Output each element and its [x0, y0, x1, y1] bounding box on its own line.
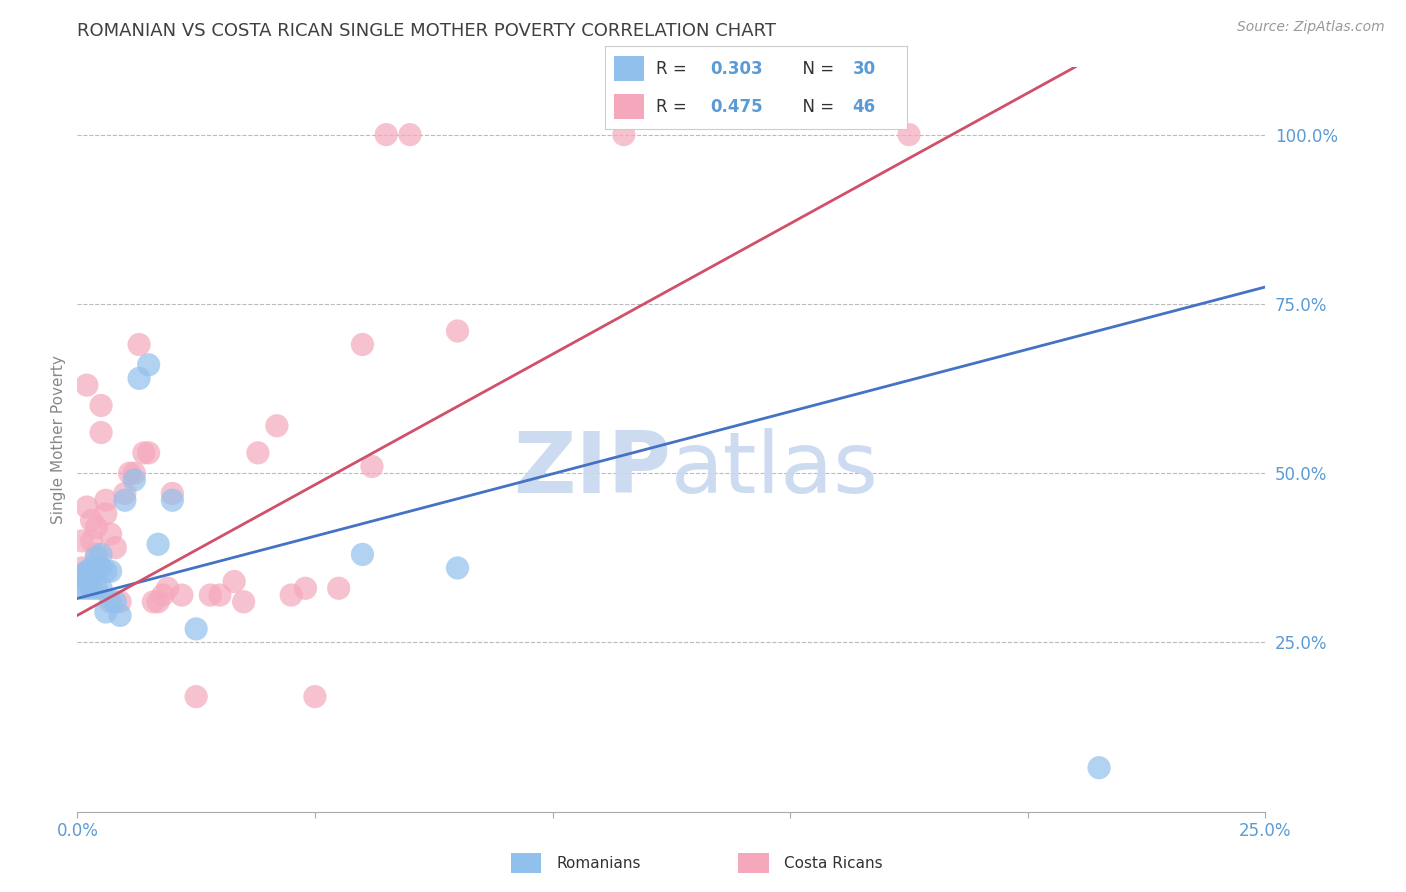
Point — [86, 520, 108, 534]
Point — [70, 567, 93, 582]
Point — [90, 582, 112, 596]
Text: ZIP: ZIP — [513, 427, 672, 510]
Point — [361, 459, 384, 474]
Point — [446, 561, 468, 575]
Text: R =: R = — [657, 98, 692, 116]
Point — [162, 493, 184, 508]
Point — [76, 574, 98, 589]
Point — [280, 588, 302, 602]
Point — [118, 466, 141, 480]
Point — [186, 622, 208, 636]
Text: R =: R = — [657, 60, 692, 78]
Point — [170, 588, 193, 602]
Point — [128, 371, 150, 385]
Point — [100, 565, 122, 579]
Point — [76, 582, 98, 596]
Point — [76, 567, 98, 582]
Point — [76, 565, 98, 579]
Point — [90, 548, 112, 562]
Point — [152, 588, 174, 602]
Point — [613, 128, 636, 142]
Text: Romanians: Romanians — [557, 855, 641, 871]
Point — [80, 582, 103, 596]
Y-axis label: Single Mother Poverty: Single Mother Poverty — [51, 355, 66, 524]
Point — [375, 128, 398, 142]
Point — [224, 574, 246, 589]
Point — [146, 537, 169, 551]
Point — [294, 582, 316, 596]
Point — [70, 582, 93, 596]
Bar — [510, 853, 541, 873]
Point — [208, 588, 231, 602]
Text: 0.475: 0.475 — [710, 98, 763, 116]
Point — [898, 128, 921, 142]
Point — [162, 486, 184, 500]
Point — [76, 378, 98, 392]
Point — [86, 548, 108, 562]
Bar — [613, 95, 644, 120]
Point — [1088, 761, 1111, 775]
Point — [80, 561, 103, 575]
Point — [104, 595, 127, 609]
Point — [142, 595, 165, 609]
Point — [94, 507, 117, 521]
Point — [328, 582, 350, 596]
Text: 46: 46 — [852, 98, 876, 116]
Text: N =: N = — [792, 98, 839, 116]
Point — [70, 533, 93, 548]
Point — [114, 486, 136, 500]
Text: 0.303: 0.303 — [710, 60, 763, 78]
Point — [138, 446, 160, 460]
Text: ROMANIAN VS COSTA RICAN SINGLE MOTHER POVERTY CORRELATION CHART: ROMANIAN VS COSTA RICAN SINGLE MOTHER PO… — [77, 22, 776, 40]
Point — [156, 582, 179, 596]
Point — [100, 527, 122, 541]
Point — [86, 565, 108, 579]
Point — [108, 608, 131, 623]
Text: N =: N = — [792, 60, 839, 78]
Point — [70, 561, 93, 575]
Point — [80, 514, 103, 528]
Point — [104, 541, 127, 555]
Point — [132, 446, 155, 460]
Bar — [613, 56, 644, 81]
Point — [76, 500, 98, 514]
Point — [304, 690, 326, 704]
Point — [90, 425, 112, 440]
Point — [90, 561, 112, 575]
Point — [94, 493, 117, 508]
Point — [266, 418, 288, 433]
Point — [138, 358, 160, 372]
Point — [352, 548, 374, 562]
Point — [94, 605, 117, 619]
Point — [94, 565, 117, 579]
Point — [146, 595, 169, 609]
Point — [399, 128, 422, 142]
Text: 30: 30 — [852, 60, 876, 78]
Point — [124, 466, 146, 480]
Point — [200, 588, 222, 602]
Point — [186, 690, 208, 704]
Point — [128, 337, 150, 351]
Point — [352, 337, 374, 351]
Text: atlas: atlas — [672, 427, 879, 510]
Point — [246, 446, 269, 460]
Point — [86, 550, 108, 565]
Point — [80, 567, 103, 582]
Point — [100, 595, 122, 609]
Point — [80, 533, 103, 548]
Point — [114, 493, 136, 508]
Point — [232, 595, 254, 609]
Point — [86, 582, 108, 596]
Point — [108, 595, 131, 609]
Point — [124, 473, 146, 487]
Point — [90, 399, 112, 413]
Point — [446, 324, 468, 338]
Text: Source: ZipAtlas.com: Source: ZipAtlas.com — [1237, 20, 1385, 34]
Bar — [738, 853, 769, 873]
Text: Costa Ricans: Costa Ricans — [785, 855, 883, 871]
